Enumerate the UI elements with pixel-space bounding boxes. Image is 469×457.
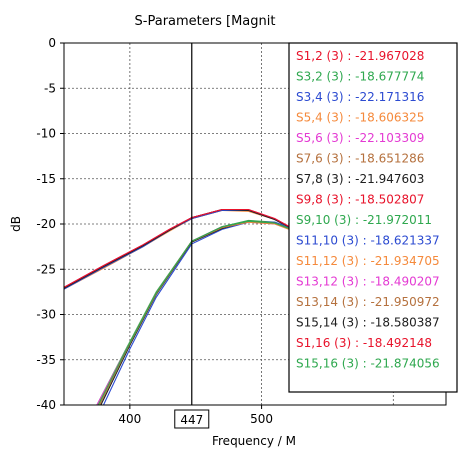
y-tick-label: -40 xyxy=(36,398,56,412)
legend-entry: S5,4 (3) : -18.606325 xyxy=(296,111,424,125)
y-tick-label: -30 xyxy=(36,308,56,322)
y-tick-label: -35 xyxy=(36,353,56,367)
x-axis-ticks: 400 500 xyxy=(118,405,273,426)
chart-title: S-Parameters [Magnit xyxy=(135,14,276,29)
legend-entry: S9,8 (3) : -18.502807 xyxy=(296,193,424,207)
legend-entry: S7,6 (3) : -18.651286 xyxy=(296,152,424,166)
legend-entry: S11,10 (3) : -18.621337 xyxy=(296,234,440,248)
x-tick-label: 400 xyxy=(118,412,141,426)
x-axis-label: Frequency / M xyxy=(212,434,296,448)
legend-entry: S7,8 (3) : -21.947603 xyxy=(296,172,424,186)
y-tick-label: -15 xyxy=(36,172,56,186)
legend-entry: S15,16 (3) : -21.874056 xyxy=(296,357,440,371)
legend-entry: S3,4 (3) : -22.171316 xyxy=(296,90,424,104)
y-axis-label: dB xyxy=(9,216,23,232)
legend-entry: S9,10 (3) : -21.972011 xyxy=(296,213,432,227)
legend-entry: S3,2 (3) : -18.677774 xyxy=(296,70,424,84)
legend-items: S1,2 (3) : -21.967028 S3,2 (3) : -18.6777… xyxy=(296,49,440,371)
y-tick-label: -5 xyxy=(44,81,56,95)
y-tick-label: -25 xyxy=(36,262,56,276)
y-tick-label: -20 xyxy=(36,217,56,231)
legend-entry: S1,16 (3) : -18.492148 xyxy=(296,336,432,350)
legend-entry: S5,6 (3) : -22.103309 xyxy=(296,131,424,145)
y-tick-label: -10 xyxy=(36,127,56,141)
y-axis-ticks: 0 -5 -10 -15 -20 -25 -30 -35 -40 xyxy=(36,36,64,412)
legend-entry: S13,12 (3) : -18.490207 xyxy=(296,275,440,289)
legend-entry: S15,14 (3) : -18.580387 xyxy=(296,316,440,330)
legend: S1,2 (3) : -21.967028 S3,2 (3) : -18.6777… xyxy=(288,42,458,393)
series-line xyxy=(63,208,328,288)
x-tick-label: 500 xyxy=(250,412,273,426)
y-tick-label: 0 xyxy=(48,36,56,50)
legend-entry: S1,2 (3) : -21.967028 xyxy=(296,49,424,63)
legend-entry: S13,14 (3) : -21.950972 xyxy=(296,295,440,309)
frequency-marker-label: 447 xyxy=(180,413,203,427)
legend-entry: S11,12 (3) : -21.934705 xyxy=(296,254,440,268)
frequency-marker-box[interactable] xyxy=(174,409,210,429)
legend-box xyxy=(288,42,458,393)
